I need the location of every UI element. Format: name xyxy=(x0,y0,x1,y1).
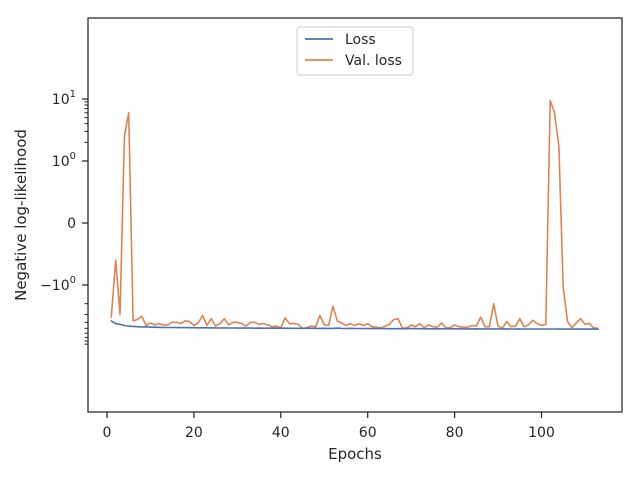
y-axis-label: Negative log-likelihood xyxy=(12,129,30,301)
plot-frame xyxy=(87,17,623,413)
series-line-val-loss xyxy=(110,99,599,330)
legend: Loss Val. loss xyxy=(296,26,414,76)
y-tick-label: −100 xyxy=(40,275,76,294)
y-tick-label: 0 xyxy=(67,216,76,232)
legend-label-loss: Loss xyxy=(345,32,376,48)
legend-label-val-loss: Val. loss xyxy=(345,53,402,69)
x-tick-label: 60 xyxy=(359,425,377,441)
x-axis-label: Epochs xyxy=(328,445,382,463)
x-tick-label: 80 xyxy=(446,425,464,441)
series-line-loss xyxy=(110,320,599,330)
x-tick-label: 100 xyxy=(528,425,555,441)
x-axis: 0 20 40 60 80 100 xyxy=(103,412,555,441)
x-tick-label: 0 xyxy=(103,425,112,441)
x-tick-label: 40 xyxy=(272,425,290,441)
x-tick-label: 20 xyxy=(185,425,203,441)
series-layer xyxy=(110,99,599,330)
